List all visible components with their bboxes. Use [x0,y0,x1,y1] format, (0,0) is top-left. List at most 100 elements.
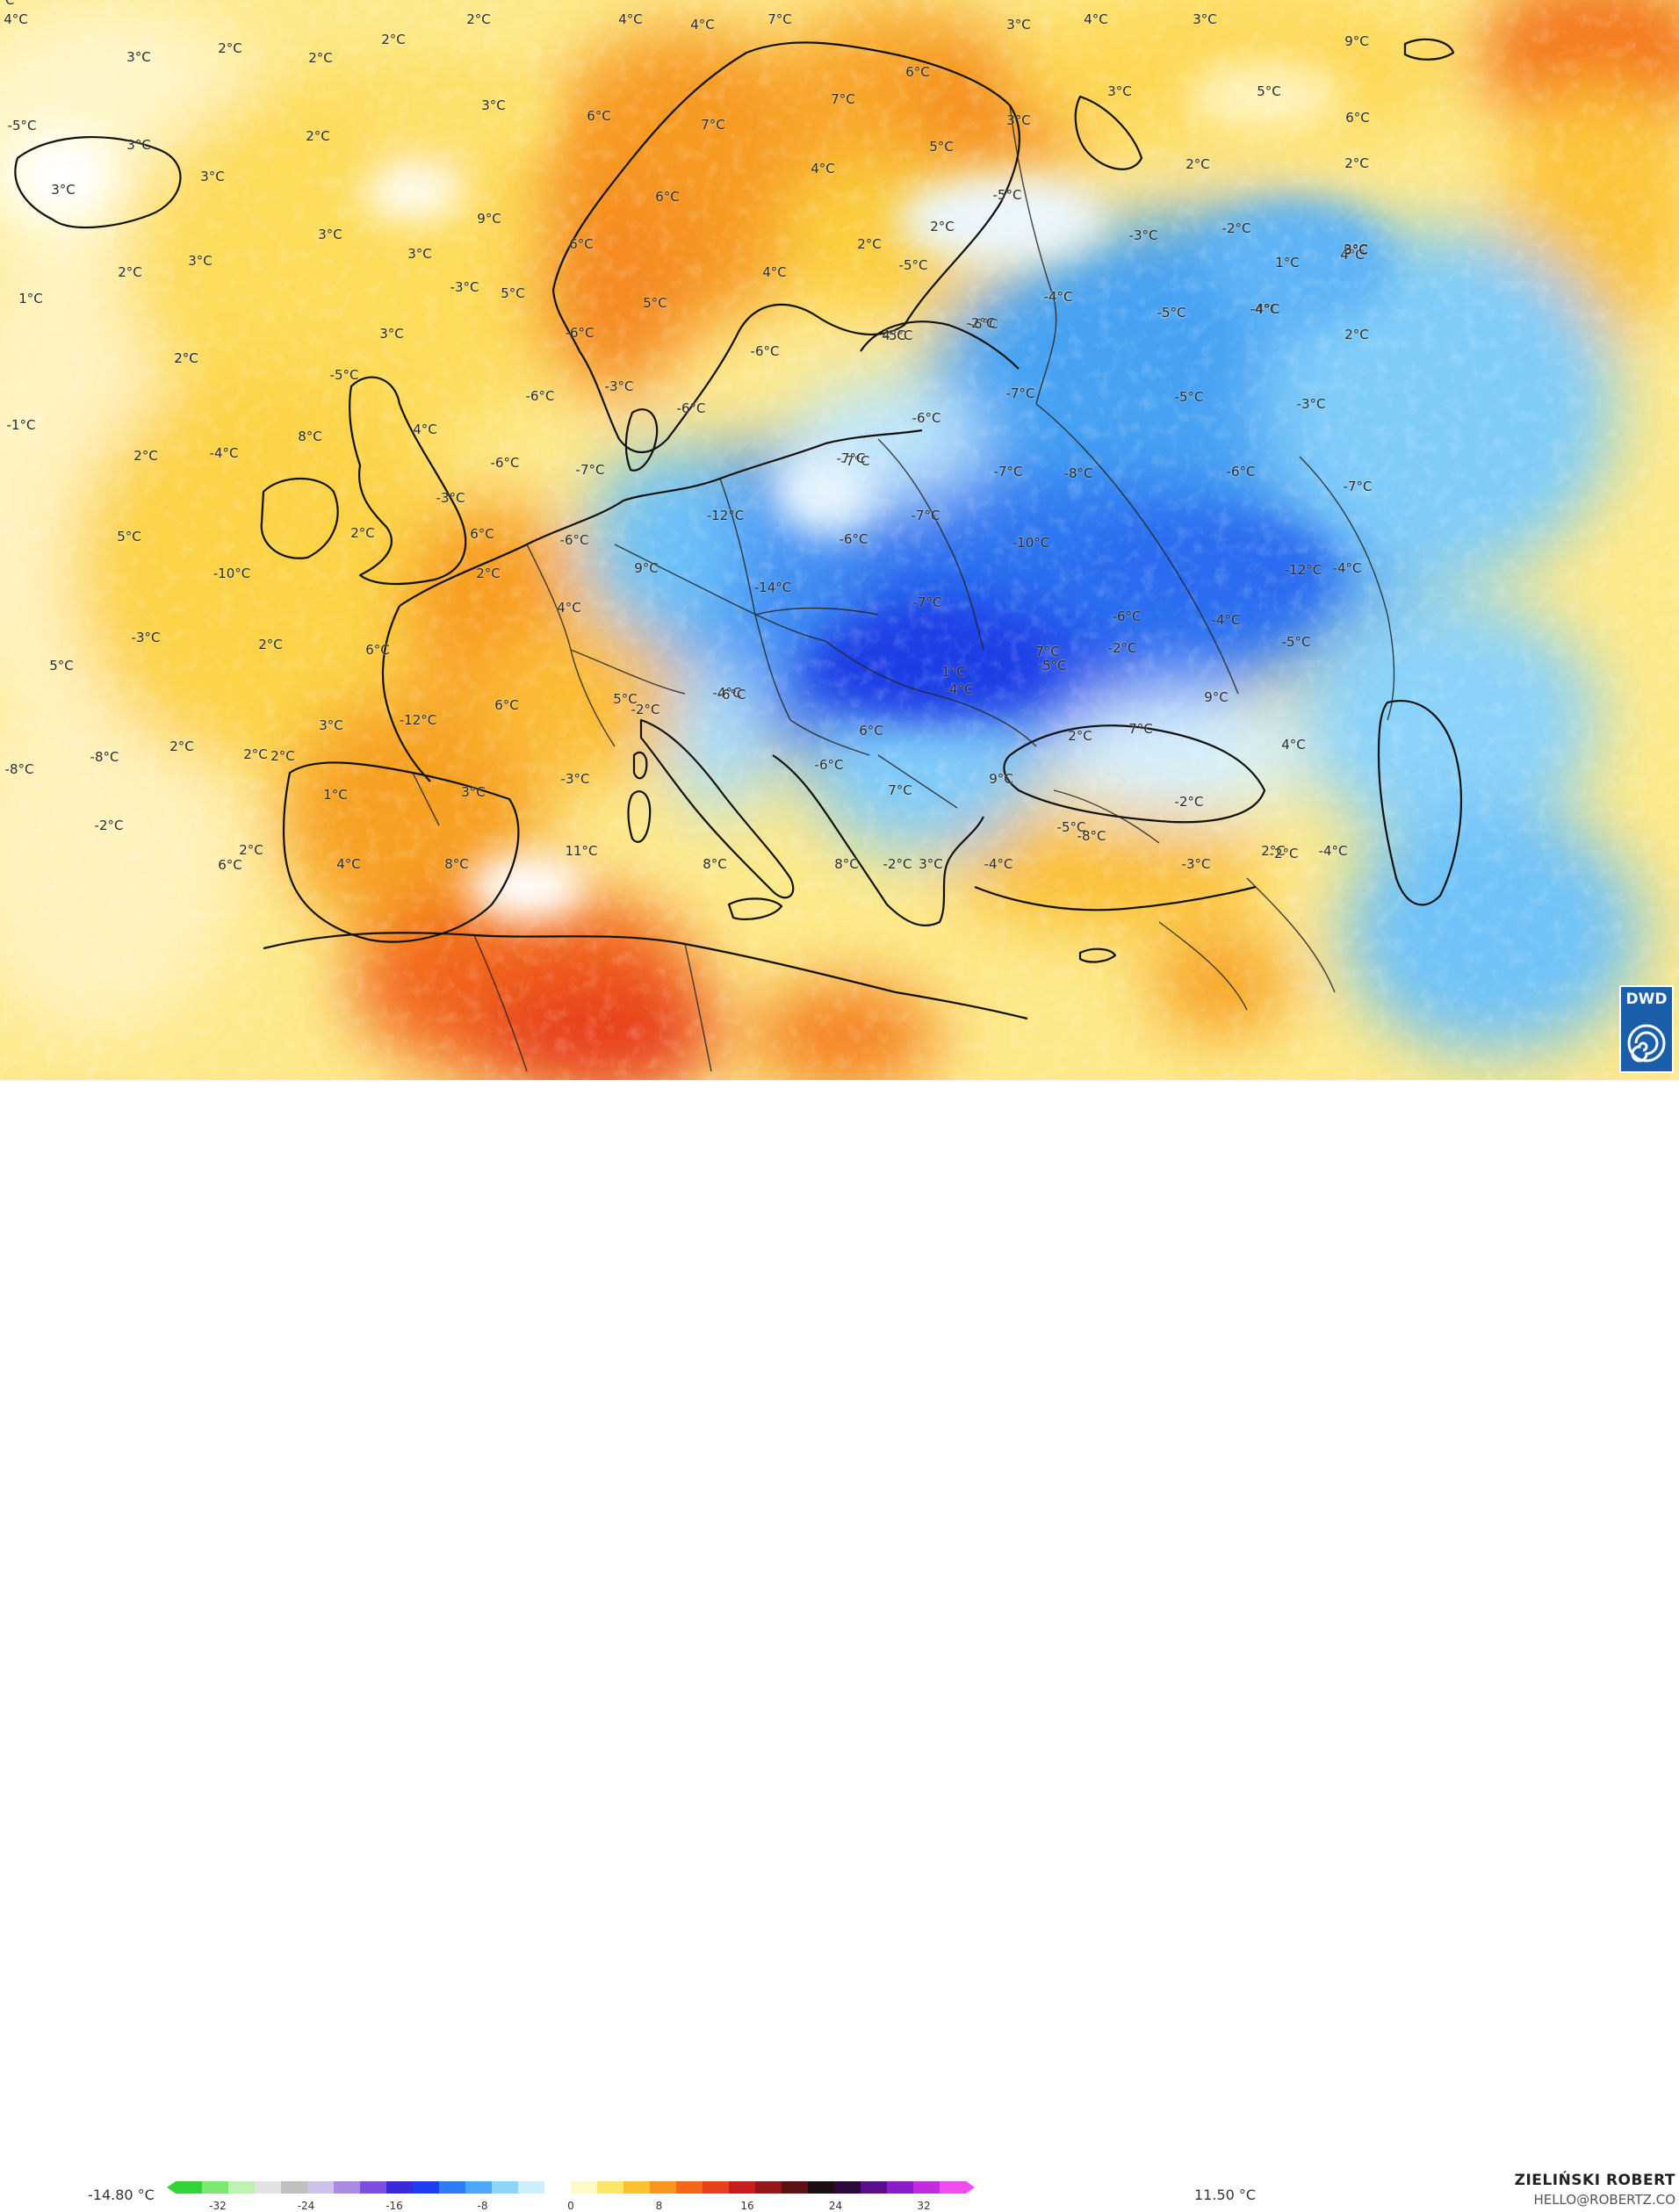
temp-label: -3°C [436,490,465,506]
temp-label: 7°C [1035,644,1060,659]
temp-label: 7°C [767,11,792,27]
colorbar-segment [518,2181,545,2194]
temp-label: 3°C [379,326,404,342]
credit-email: HELLO@ROBERTZ.CO [1533,2192,1675,2208]
temp-label: -5°C [992,187,1022,203]
temp-label: -6°C [750,343,780,359]
temp-label: -7°C [575,462,605,478]
temp-label: 5°C [613,691,638,707]
temp-label: -2°C [1269,846,1299,861]
temp-label: 8°C [834,856,859,872]
temp-label: -12°C [1284,562,1322,578]
temperature-map: 4°C 2°C 4°C 4°C 7°C 3°C 4°C 3°C 9°C 3°C 2°C 2°C 2°C 6… [0,0,1679,1080]
temp-label: 6°C [494,697,519,713]
colorbar-segment [782,2181,809,2194]
temp-label: 2°C [133,448,158,464]
country-borders [412,104,1395,1072]
temp-label: 6°C [1345,110,1370,126]
temp-label: -10°C [1012,535,1050,551]
temp-label: -5°C [329,367,359,383]
scale-min-label: -14.80 °C [88,2187,155,2203]
temp-label: 2°C [1261,843,1286,859]
temp-label: 8°C [298,429,322,444]
colorbar-segment [386,2181,414,2194]
dwd-logo-text: DWD [1625,991,1668,1008]
colorbar-segment [413,2181,440,2194]
temp-label: 2°C [1068,728,1092,744]
temp-label: 4°C [413,422,437,437]
temp-label: 3°C [1107,83,1132,99]
temp-label: -3°C [604,378,634,394]
temp-label: -12°C [706,508,745,523]
colorbar-segment [228,2181,256,2194]
temp-label: -4°C [984,856,1013,872]
temp-label: -5°C [1056,819,1086,835]
temp-label: -4°C [1043,289,1073,305]
temp-label: 9°C [634,560,659,576]
temp-label: -3°C [450,279,479,295]
temp-label: -5°C [1174,389,1204,405]
temp-label: -6°C [912,410,941,426]
temp-label: -6°C [565,325,594,341]
colorbar-segment [465,2181,493,2194]
temp-label: 2°C [476,566,501,581]
temp-label: -14°C [753,580,792,595]
temp-label: -3°C [560,771,590,787]
colorbar-segment [544,2181,572,2194]
temp-label: 5°C [643,295,667,311]
temp-label: 7°C [1128,721,1153,737]
colorbar-segment [729,2181,756,2194]
coastlines [14,38,1462,1020]
temp-label: 3°C [1344,241,1368,257]
temp-label: 3°C [1006,17,1031,32]
temp-label: -7°C [1005,385,1035,401]
temp-label: 7°C [831,91,855,107]
temp-label: -2°C [1221,220,1251,236]
temp-label: -4°C [1318,843,1348,859]
temp-label: 3°C [1193,11,1217,27]
temp-label: -12°C [399,712,437,728]
colorbar-segment [202,2181,229,2194]
temp-label: 7°C [888,782,912,798]
temp-label: 1°C [941,664,966,680]
temp-label: 2°C [1344,155,1369,171]
colorbar-segment [703,2181,730,2194]
colorbar-segment [439,2181,466,2194]
colorbar-tick-label: 24 [828,2200,843,2212]
temp-label: -8°C [1063,465,1093,481]
temp-label: -5°C [898,257,928,273]
temp-label: 9°C [1344,33,1369,49]
colorbar-segment [334,2181,361,2194]
temp-label: -3°C [1181,856,1211,872]
temp-label: 2°C [169,739,194,754]
temp-label: -8°C [1077,828,1106,844]
colorbar-segment [307,2181,335,2194]
temp-label: -6°C [490,455,520,471]
temp-label: -3°C [1128,227,1158,243]
temp-label: -2°C [94,818,124,833]
map-canvas [0,0,1679,1080]
temp-label: 5°C [117,529,141,544]
temp-label: 2°C [118,264,142,280]
temp-label: 4°C [336,856,361,872]
colorbar-segment [808,2181,835,2194]
temp-label: 6°C [587,108,611,124]
temp-label: 2°C [174,350,198,366]
temp-label: 1°C [1275,255,1300,270]
colorbar-tick-label: 0 [567,2200,574,2212]
temp-label: 3°C [51,182,76,198]
temp-label: 3°C [407,246,432,262]
temp-label: 4°C [762,264,787,280]
temp-label: -4°C [944,681,974,697]
temp-label: 1°C [18,291,43,306]
temp-label: 9°C [1204,689,1229,705]
credit-author: ZIELIŃSKI ROBERT [1514,2172,1675,2189]
scale-max-label: 11.50 °C [1194,2187,1257,2203]
colorbar-segment [861,2181,888,2194]
colorbar-segment [913,2181,940,2194]
temp-label: -3°C [1296,396,1326,412]
temp-label: 3°C [481,97,506,113]
colorbar [167,2181,975,2194]
colorbar-min-arrow [167,2181,176,2194]
temp-label: -6°C [559,532,589,548]
